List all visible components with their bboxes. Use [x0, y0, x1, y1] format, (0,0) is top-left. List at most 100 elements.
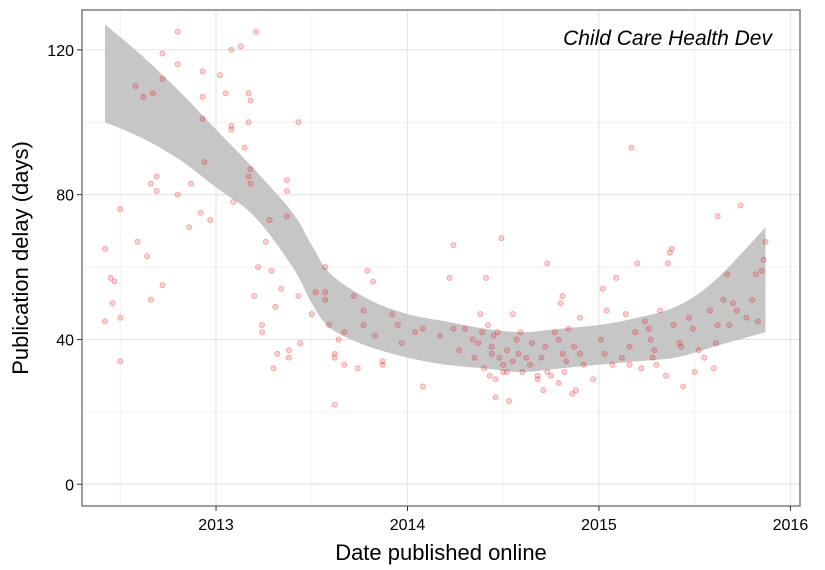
- data-point: [199, 93, 206, 100]
- data-point: [144, 253, 151, 260]
- data-point: [312, 289, 319, 296]
- plot-panel: [82, 10, 800, 506]
- data-point: [247, 97, 254, 104]
- data-point: [322, 289, 329, 296]
- data-point: [490, 332, 497, 339]
- data-point: [325, 321, 332, 328]
- data-point: [341, 329, 348, 336]
- data-point: [622, 311, 629, 318]
- data-point: [341, 361, 348, 368]
- data-point: [563, 358, 570, 365]
- data-point: [626, 361, 633, 368]
- x-axis: 2013 2014 2015 2016: [198, 506, 808, 534]
- data-point: [331, 350, 338, 357]
- y-tick-label: 120: [47, 43, 74, 60]
- data-point: [283, 177, 290, 184]
- data-point: [479, 329, 486, 336]
- data-point: [450, 242, 457, 249]
- data-point: [419, 325, 426, 332]
- data-point: [504, 347, 511, 354]
- data-point: [599, 285, 606, 292]
- data-point: [647, 336, 654, 343]
- data-point: [109, 300, 116, 307]
- data-point: [580, 361, 587, 368]
- data-point: [500, 361, 507, 368]
- data-point: [559, 350, 566, 357]
- data-point: [450, 325, 457, 332]
- data-point: [481, 365, 488, 372]
- data-point: [360, 307, 367, 314]
- data-point: [488, 343, 495, 350]
- data-point: [714, 321, 721, 328]
- data-point: [461, 325, 468, 332]
- data-point: [749, 296, 756, 303]
- data-point: [488, 350, 495, 357]
- data-point: [270, 365, 277, 372]
- data-point: [641, 318, 648, 325]
- data-point: [689, 325, 696, 332]
- data-point: [496, 354, 503, 361]
- data-point: [538, 354, 545, 361]
- data-point: [188, 180, 195, 187]
- data-point: [569, 390, 576, 397]
- data-point: [680, 383, 687, 390]
- data-point: [272, 303, 279, 310]
- data-point: [285, 354, 292, 361]
- data-point: [657, 307, 664, 314]
- data-point: [258, 329, 265, 336]
- data-point: [528, 340, 535, 347]
- data-point: [102, 318, 109, 325]
- annotation: Child Care Health Dev: [563, 27, 773, 50]
- data-point: [278, 285, 285, 292]
- data-point: [632, 329, 639, 336]
- data-point: [540, 387, 547, 394]
- data-point: [691, 368, 698, 375]
- data-point: [523, 354, 530, 361]
- data-point: [753, 271, 760, 278]
- data-point: [174, 191, 181, 198]
- data-point: [762, 238, 769, 245]
- data-point: [389, 311, 396, 318]
- data-point: [475, 340, 482, 347]
- data-point: [754, 318, 761, 325]
- data-point: [555, 379, 562, 386]
- data-point: [701, 354, 708, 361]
- data-point: [603, 307, 610, 314]
- data-point: [216, 72, 223, 79]
- data-point: [471, 354, 478, 361]
- data-point: [245, 90, 252, 97]
- data-point: [527, 361, 534, 368]
- data-point: [159, 75, 166, 82]
- data-point: [597, 336, 604, 343]
- data-point: [573, 387, 580, 394]
- data-point: [371, 332, 378, 339]
- data-point: [350, 292, 357, 299]
- data-point: [369, 278, 376, 285]
- data-point: [534, 372, 541, 379]
- data-point: [519, 368, 526, 375]
- y-tick-label: 0: [65, 477, 74, 494]
- data-point: [268, 267, 275, 274]
- y-axis-title: Publication delay (days): [8, 141, 33, 375]
- data-point: [571, 343, 578, 350]
- data-point: [207, 216, 214, 223]
- data-point: [492, 394, 499, 401]
- data-point: [670, 321, 677, 328]
- data-point: [645, 325, 652, 332]
- data-point: [285, 347, 292, 354]
- data-point: [251, 292, 258, 299]
- x-tick-label: 2016: [773, 517, 809, 534]
- data-point: [274, 350, 281, 357]
- data-point: [322, 264, 329, 271]
- data-point: [255, 264, 262, 271]
- data-point: [668, 245, 675, 252]
- data-point: [245, 173, 252, 180]
- data-point: [102, 245, 109, 252]
- data-point: [174, 28, 181, 35]
- data-point: [477, 311, 484, 318]
- data-point: [253, 28, 260, 35]
- data-point: [117, 314, 124, 321]
- data-point: [360, 321, 367, 328]
- data-point: [551, 329, 558, 336]
- data-point: [555, 336, 562, 343]
